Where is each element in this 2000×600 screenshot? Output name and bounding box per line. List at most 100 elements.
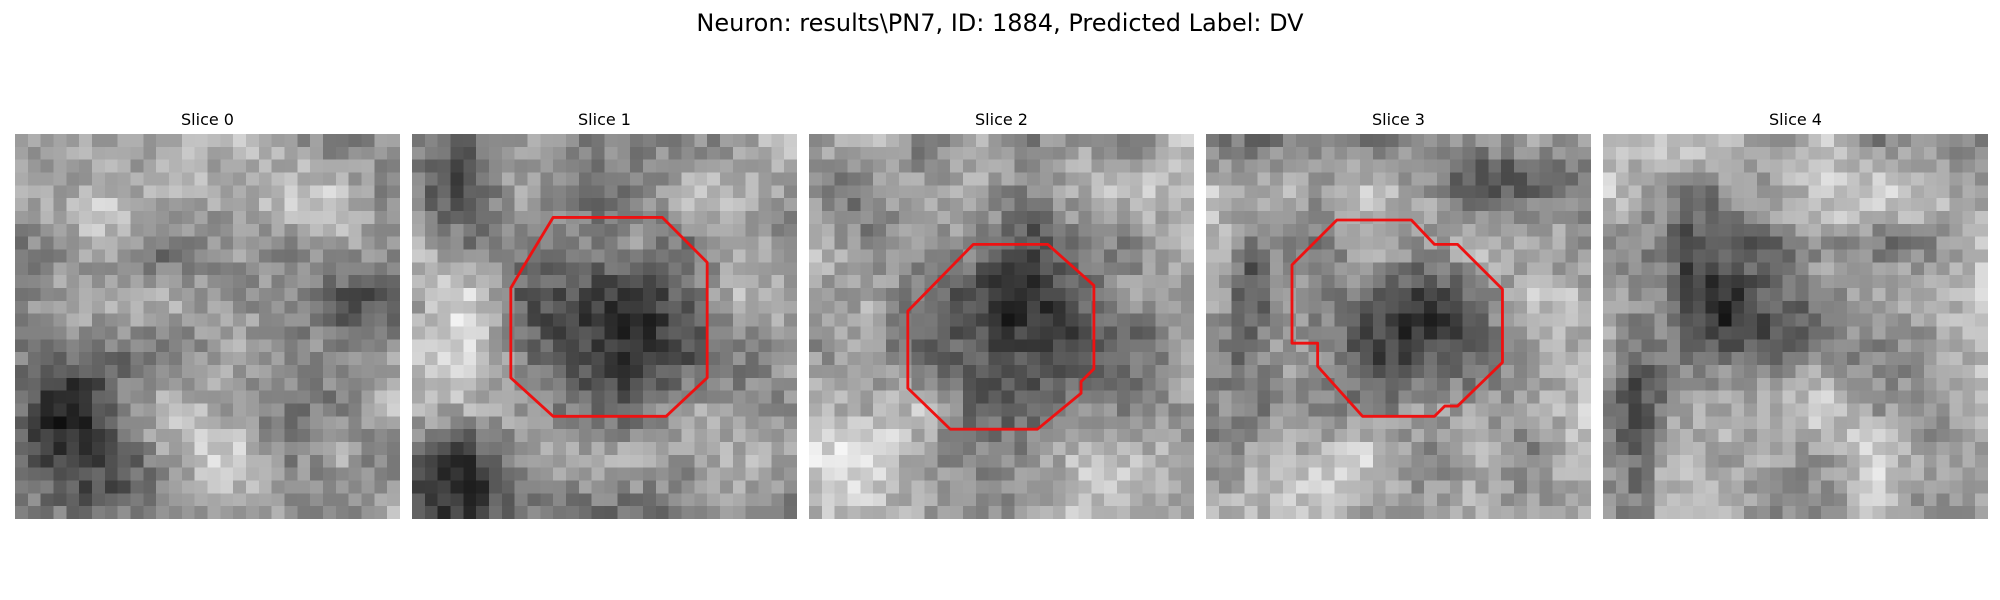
image-pixel: [1578, 211, 1591, 225]
image-pixel: [527, 403, 541, 417]
image-pixel: [348, 454, 362, 468]
image-pixel: [1705, 275, 1719, 289]
image-pixel: [66, 339, 80, 353]
image-pixel: [1501, 172, 1515, 186]
image-pixel: [668, 134, 682, 148]
image-pixel: [540, 377, 554, 391]
image-pixel: [169, 134, 183, 148]
image-pixel: [1859, 313, 1873, 327]
image-pixel: [1846, 454, 1860, 468]
image-pixel: [1975, 313, 1988, 327]
image-pixel: [604, 339, 618, 353]
image-pixel: [1142, 211, 1156, 225]
image-pixel: [1578, 352, 1591, 366]
image-pixel: [1206, 506, 1220, 519]
image-pixel: [924, 249, 938, 263]
image-pixel: [834, 146, 848, 160]
image-pixel: [1962, 211, 1976, 225]
image-pixel: [873, 365, 887, 379]
image-pixel: [1667, 390, 1681, 404]
image-pixel: [1744, 211, 1758, 225]
image-pixel: [1872, 211, 1886, 225]
image-pixel: [1923, 288, 1937, 302]
image-pixel: [284, 442, 298, 456]
image-pixel: [387, 352, 400, 366]
image-pixel: [40, 223, 54, 237]
image-pixel: [1181, 300, 1194, 314]
image-pixel: [1782, 288, 1796, 302]
image-pixel: [553, 262, 567, 276]
image-pixel: [66, 403, 80, 417]
image-pixel: [1168, 185, 1182, 199]
image-pixel: [1398, 236, 1412, 250]
image-pixel: [117, 185, 131, 199]
image-pixel: [988, 198, 1002, 212]
image-pixel: [821, 134, 835, 148]
image-pixel: [117, 223, 131, 237]
image-pixel: [450, 249, 464, 263]
image-pixel: [707, 352, 721, 366]
image-pixel: [1155, 146, 1169, 160]
image-pixel: [1821, 275, 1835, 289]
image-pixel: [1821, 339, 1835, 353]
image-pixel: [1795, 198, 1809, 212]
image-pixel: [1372, 249, 1386, 263]
image-pixel: [463, 390, 477, 404]
image-pixel: [323, 146, 337, 160]
image-pixel: [566, 352, 580, 366]
image-pixel: [104, 416, 118, 430]
image-pixel: [847, 442, 861, 456]
image-pixel: [1578, 159, 1591, 173]
image-pixel: [476, 480, 490, 494]
image-pixel: [463, 236, 477, 250]
image-pixel: [1295, 493, 1309, 507]
image-pixel: [1898, 288, 1912, 302]
image-pixel: [284, 288, 298, 302]
image-pixel: [1398, 211, 1412, 225]
image-pixel: [1244, 172, 1258, 186]
image-pixel: [1142, 146, 1156, 160]
image-pixel: [284, 236, 298, 250]
image-pixel: [169, 390, 183, 404]
image-pixel: [1244, 365, 1258, 379]
image-pixel: [963, 172, 977, 186]
image-pixel: [437, 429, 451, 443]
image-pixel: [15, 352, 29, 366]
image-pixel: [1911, 454, 1925, 468]
image-pixel: [1552, 352, 1566, 366]
image-pixel: [1155, 429, 1169, 443]
image-pixel: [1565, 159, 1579, 173]
image-pixel: [1641, 146, 1655, 160]
image-pixel: [1641, 211, 1655, 225]
image-pixel: [988, 300, 1002, 314]
image-pixel: [1731, 454, 1745, 468]
image-pixel: [335, 480, 349, 494]
image-pixel: [1526, 223, 1540, 237]
image-pixel: [79, 146, 93, 160]
image-pixel: [104, 159, 118, 173]
image-pixel: [1578, 198, 1591, 212]
image-pixel: [681, 262, 695, 276]
image-pixel: [1449, 262, 1463, 276]
image-pixel: [873, 236, 887, 250]
image-pixel: [1808, 403, 1822, 417]
image-pixel: [1155, 198, 1169, 212]
image-pixel: [489, 236, 503, 250]
image-pixel: [1603, 467, 1617, 481]
image-pixel: [169, 288, 183, 302]
image-pixel: [655, 365, 669, 379]
image-pixel: [1578, 403, 1591, 417]
image-pixel: [1923, 275, 1937, 289]
image-pixel: [450, 390, 464, 404]
image-pixel: [1744, 134, 1758, 148]
image-pixel: [1078, 159, 1092, 173]
image-pixel: [130, 159, 144, 173]
image-pixel: [553, 467, 567, 481]
image-pixel: [668, 300, 682, 314]
image-pixel: [143, 442, 157, 456]
image-pixel: [1744, 262, 1758, 276]
image-pixel: [1539, 275, 1553, 289]
image-pixel: [181, 403, 195, 417]
image-pixel: [1628, 326, 1642, 340]
image-pixel: [1501, 185, 1515, 199]
